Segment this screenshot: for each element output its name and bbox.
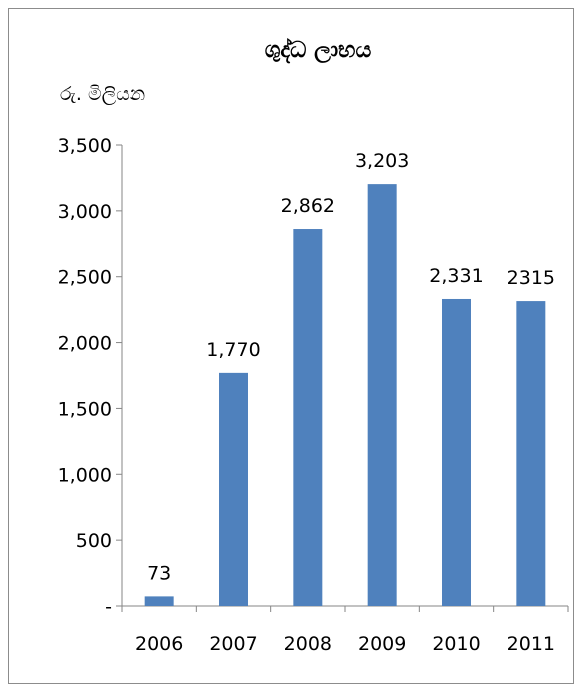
bar [219, 372, 248, 606]
bar [144, 596, 174, 606]
y-tick-label: 2,500 [58, 267, 112, 289]
unit-label: රු. මිලියන [60, 83, 145, 105]
x-tick-label: 2008 [284, 633, 332, 655]
bar [367, 184, 397, 606]
y-tick-label: 2,000 [58, 333, 112, 355]
y-tick-label: 3,500 [58, 135, 112, 157]
bar [516, 301, 546, 606]
data-label: 1,770 [206, 339, 260, 361]
y-tick-label: 1,000 [58, 464, 112, 486]
data-label: 2315 [507, 267, 555, 289]
x-tick-label: 2011 [507, 633, 555, 655]
x-tick-label: 2006 [135, 633, 183, 655]
data-label: 2,862 [281, 195, 335, 217]
x-tick-label: 2007 [209, 633, 257, 655]
y-tick-label: 500 [76, 530, 112, 552]
plot-area: - 500 1,000 1,500 2,000 2,500 3,000 3,500 73 2006… [58, 135, 569, 655]
y-tick-label: 1,500 [58, 398, 112, 420]
data-label: 2,331 [429, 265, 483, 287]
y-tick-label: - [105, 596, 112, 618]
x-tick-label: 2009 [358, 633, 406, 655]
x-tick-label: 2010 [432, 633, 480, 655]
data-label: 73 [147, 562, 171, 584]
chart-frame [8, 8, 574, 684]
y-tick-label: 3,000 [58, 201, 112, 223]
bar [442, 298, 471, 606]
bar [293, 229, 323, 607]
data-label: 3,203 [355, 150, 409, 172]
chart-title: ශුද්ධ ලාභය [265, 37, 372, 64]
